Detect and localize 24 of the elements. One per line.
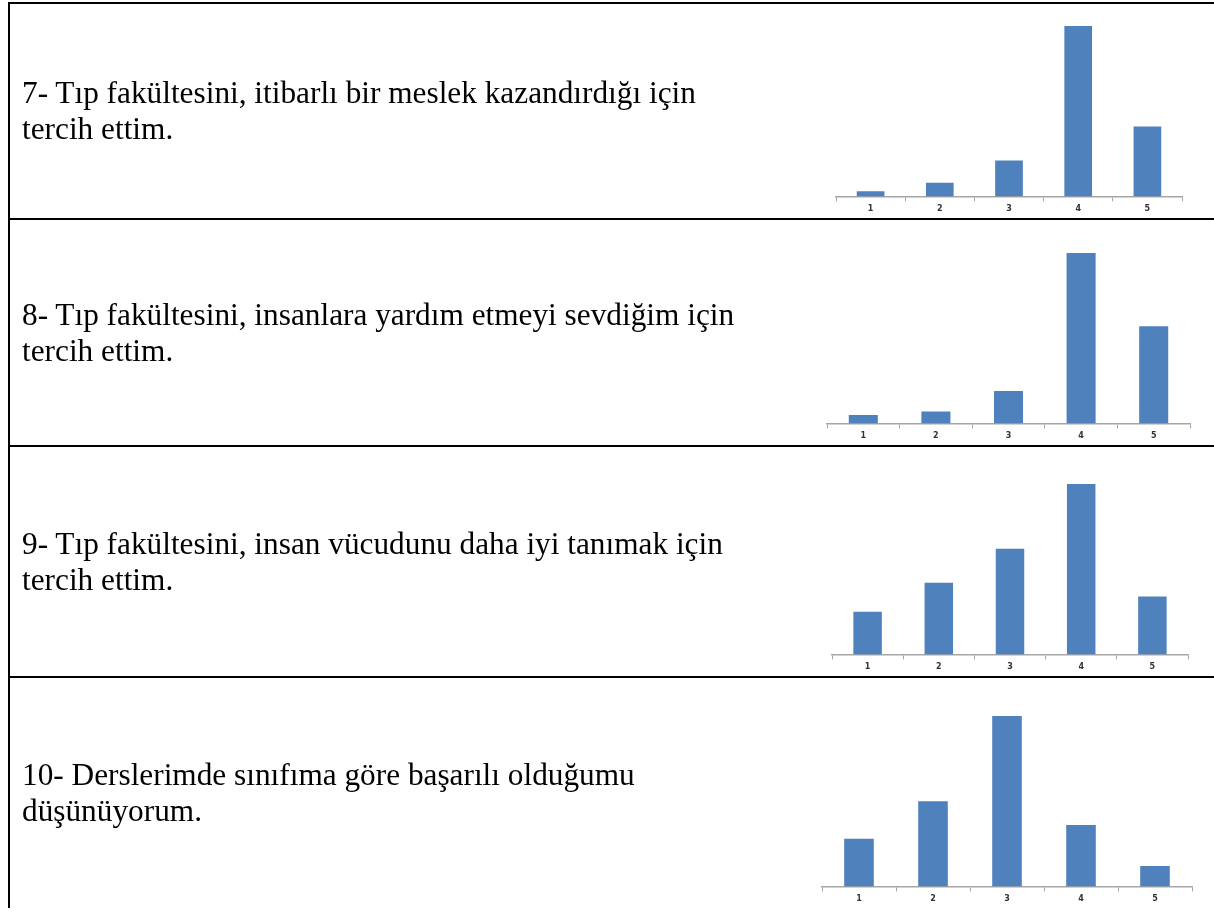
x-tick-label: 2	[930, 894, 936, 904]
text: 8- Tıp fakültesini, insanlara yardım etmeyi sevdiğim için tercih ettim.	[22, 296, 736, 369]
text: 9- Tıp fakültesini, insan vücudunu daha iyi tanımak için tercih ettim.	[22, 525, 724, 598]
x-tick-label: 3	[1007, 662, 1013, 672]
x-tick-label: 3	[1005, 431, 1012, 441]
x-tick-label: 4	[1078, 894, 1085, 904]
x-tick-label: 5	[1150, 431, 1157, 441]
x-tick-label: 5	[1144, 204, 1151, 214]
x-tick-label: 5	[1152, 894, 1159, 904]
x-tick-label: 4	[1075, 204, 1082, 214]
x-tick-label: 2	[937, 204, 943, 214]
text: 10- Derslerimde sınıfıma göre başarılı olduğumu düşünüyorum.	[22, 757, 636, 829]
x-tick-label: 4	[1078, 431, 1085, 441]
x-tick-label: 3	[1004, 894, 1010, 904]
x-tick-label: 3	[1006, 204, 1012, 214]
x-tick-label: 5	[1149, 662, 1156, 672]
x-tick-label: 2	[936, 662, 942, 672]
x-tick-label: 1	[867, 204, 874, 214]
x-tick-label: 4	[1078, 662, 1085, 672]
x-tick-label: 1	[860, 431, 867, 441]
x-tick-label: 1	[864, 662, 871, 672]
x-tick-label: 2	[933, 431, 939, 441]
text: 7- Tıp fakültesini, itibarlı bir meslek kazandırdığı için tercih ettim.	[22, 75, 697, 147]
x-tick-label: 1	[856, 894, 863, 904]
